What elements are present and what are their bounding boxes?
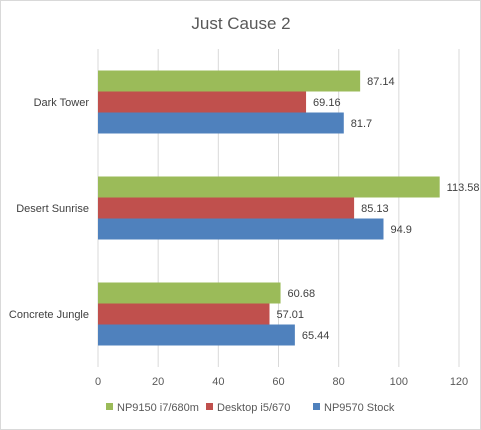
legend-swatch-0	[106, 403, 113, 410]
legend: NP9150 i7/680m Desktop i5/670 NP9570 Stock	[106, 402, 395, 414]
category-label-1: Desert Sunrise	[16, 203, 89, 215]
data-label-0-1: 69.16	[313, 97, 341, 109]
legend-label-1: Desktop i5/670	[217, 402, 290, 414]
x-tick-label-120: 120	[450, 376, 468, 388]
data-label-0-2: 81.7	[351, 118, 372, 130]
x-tick-label-0: 0	[95, 376, 101, 388]
x-tick-label-80: 80	[333, 376, 345, 388]
bar-0-1	[98, 91, 307, 113]
chart-title: Just Cause 2	[191, 14, 290, 33]
category-label-0: Dark Tower	[34, 97, 90, 109]
legend-swatch-1	[206, 403, 213, 410]
bar-2-0	[98, 282, 281, 304]
data-label-2-0: 60.68	[288, 288, 316, 300]
x-tick-label-100: 100	[390, 376, 408, 388]
data-label-2-1: 57.01	[277, 309, 305, 321]
bar-1-1	[98, 197, 355, 219]
x-tick-label-20: 20	[152, 376, 164, 388]
data-label-0-0: 87.14	[367, 76, 395, 88]
bar-1-2	[98, 218, 384, 240]
legend-swatch-2	[313, 403, 320, 410]
category-labels: Dark Tower Desert Sunrise Concrete Jungle	[9, 97, 89, 321]
bar-1-0	[98, 176, 440, 198]
bar-2-2	[98, 324, 295, 346]
legend-label-2: NP9570 Stock	[324, 402, 395, 414]
data-label-1-0: 113.58	[447, 182, 480, 194]
x-tick-label-40: 40	[212, 376, 224, 388]
x-tick-label-60: 60	[272, 376, 284, 388]
x-tick-labels: 0 20 40 60 80 100 120	[95, 376, 468, 388]
legend-label-0: NP9150 i7/680m	[117, 402, 199, 414]
bar-2-1	[98, 303, 270, 325]
bar-0-2	[98, 112, 344, 134]
bar-0-0	[98, 70, 361, 92]
data-label-2-2: 65.44	[302, 330, 330, 342]
bars	[98, 70, 440, 346]
category-label-2: Concrete Jungle	[9, 309, 89, 321]
data-label-1-2: 94.9	[390, 224, 411, 236]
data-label-1-1: 85.13	[361, 203, 389, 215]
